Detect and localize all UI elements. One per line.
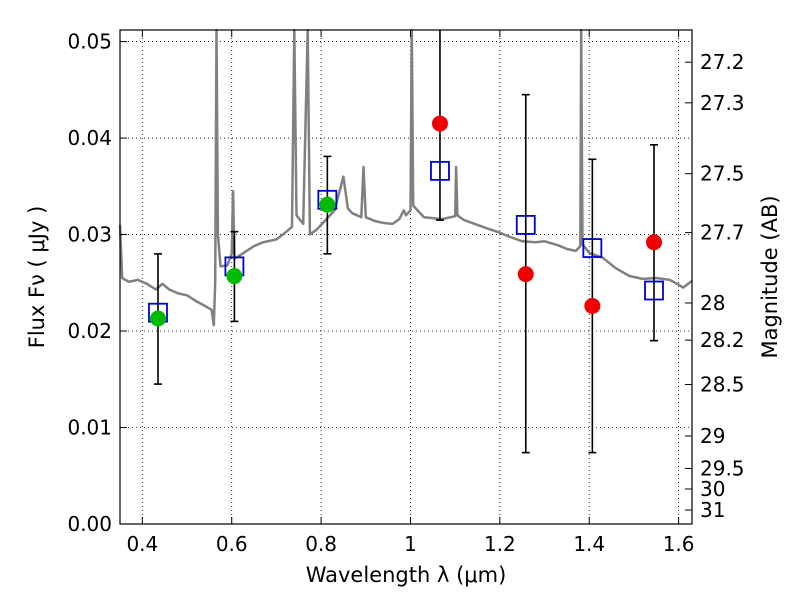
y-axis-label: Flux Fν ( μJy ) (25, 206, 49, 349)
red-point (431, 115, 448, 132)
y-tick-label: 0.05 (67, 30, 112, 54)
red-point (517, 266, 534, 283)
spectrum-layer (118, 28, 693, 327)
spectrum-line (118, 28, 693, 327)
y-tick-label: 0.00 (67, 512, 112, 536)
x-axis-label: Wavelength λ (μm) (306, 563, 507, 587)
y2-tick-label: 27.5 (700, 162, 745, 186)
x-tick-label: 1.2 (484, 532, 516, 556)
model-square (515, 214, 536, 235)
x-axis-ticks: 0.4 0.6 0.8 1 1.2 1.4 1.6 (126, 30, 695, 556)
plot-frame (119, 29, 693, 525)
y2-tick-label: 28 (700, 291, 725, 315)
x-tick-label: 0.4 (126, 532, 158, 556)
green-point (319, 196, 336, 213)
x-tick-label: 1.6 (663, 532, 695, 556)
y2-tick-label: 29 (700, 424, 725, 448)
y2-tick-label: 27.3 (700, 91, 745, 115)
data-points (148, 115, 664, 327)
x-tick-label: 1 (404, 532, 417, 556)
y2-axis-label: Magnitude (AB) (758, 195, 782, 358)
y2-tick-label: 31 (700, 498, 725, 522)
x-tick-label: 0.8 (305, 532, 337, 556)
green-point (149, 310, 166, 327)
red-point (584, 297, 601, 314)
y2-tick-label: 29.5 (700, 456, 745, 480)
y2-tick-label: 28.2 (700, 328, 745, 352)
y2-tick-label: 28.5 (700, 373, 745, 397)
y2-tick-label: 27.7 (700, 221, 745, 245)
y2-tick-label: 27.2 (700, 50, 745, 74)
x-tick-label: 0.6 (216, 532, 248, 556)
grid-lines (120, 30, 692, 525)
model-square (644, 280, 664, 301)
red-point (646, 234, 663, 251)
y-tick-label: 0.03 (67, 223, 112, 247)
green-point (226, 268, 243, 285)
y-axis-ticks: 0.00 0.01 0.02 0.03 0.04 0.05 (67, 30, 127, 536)
model-square (430, 160, 450, 181)
y-tick-label: 0.04 (67, 126, 112, 150)
model-square (582, 238, 603, 258)
x-tick-label: 1.4 (573, 532, 605, 556)
y-tick-label: 0.02 (67, 319, 112, 343)
y-tick-label: 0.01 (67, 416, 112, 440)
y2-tick-label: 30 (700, 477, 725, 501)
